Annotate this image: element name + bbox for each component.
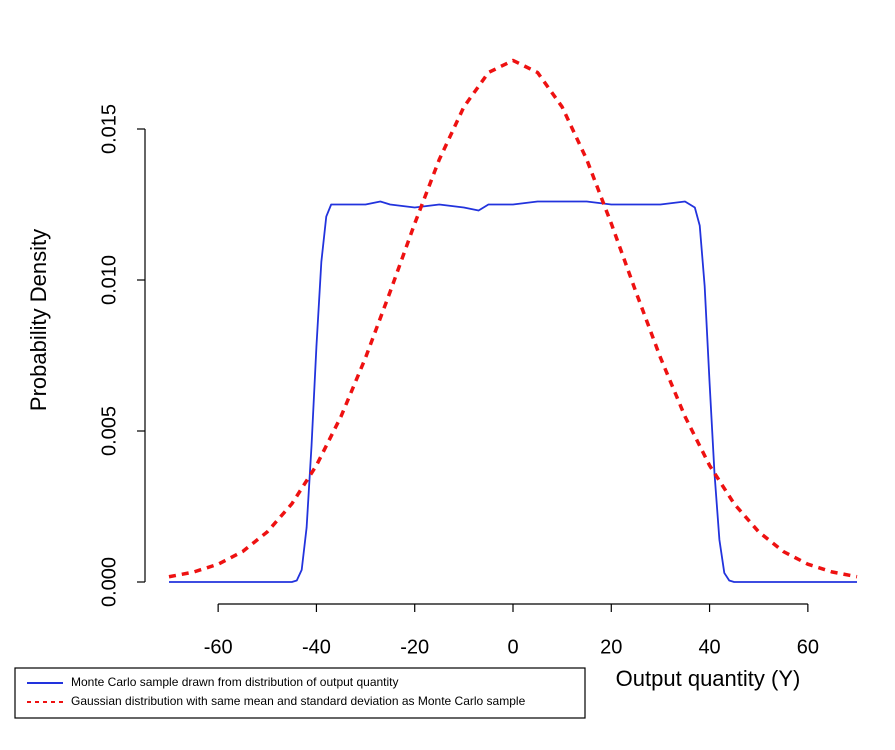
x-tick-label: -60 [204, 636, 233, 658]
y-axis-label: Probability Density [26, 229, 51, 411]
legend-box [14, 667, 586, 719]
x-tick-label: 40 [698, 636, 720, 658]
legend-label: Gaussian distribution with same mean and… [71, 694, 526, 708]
y-tick-label: 0.015 [98, 104, 120, 154]
y-tick-label: 0.000 [98, 557, 120, 607]
x-tick-label: 0 [507, 636, 518, 658]
x-tick-label: 20 [600, 636, 622, 658]
x-tick-label: -40 [302, 636, 331, 658]
series-line [168, 58, 858, 579]
series-line [169, 200, 857, 583]
x-tick-label: 60 [797, 636, 819, 658]
y-tick-label: 0.010 [98, 255, 120, 305]
y-tick-label: 0.005 [98, 406, 120, 456]
x-axis-label: Output quantity (Y) [616, 666, 801, 691]
x-tick-label: -20 [400, 636, 429, 658]
legend-label: Monte Carlo sample drawn from distributi… [71, 675, 399, 689]
